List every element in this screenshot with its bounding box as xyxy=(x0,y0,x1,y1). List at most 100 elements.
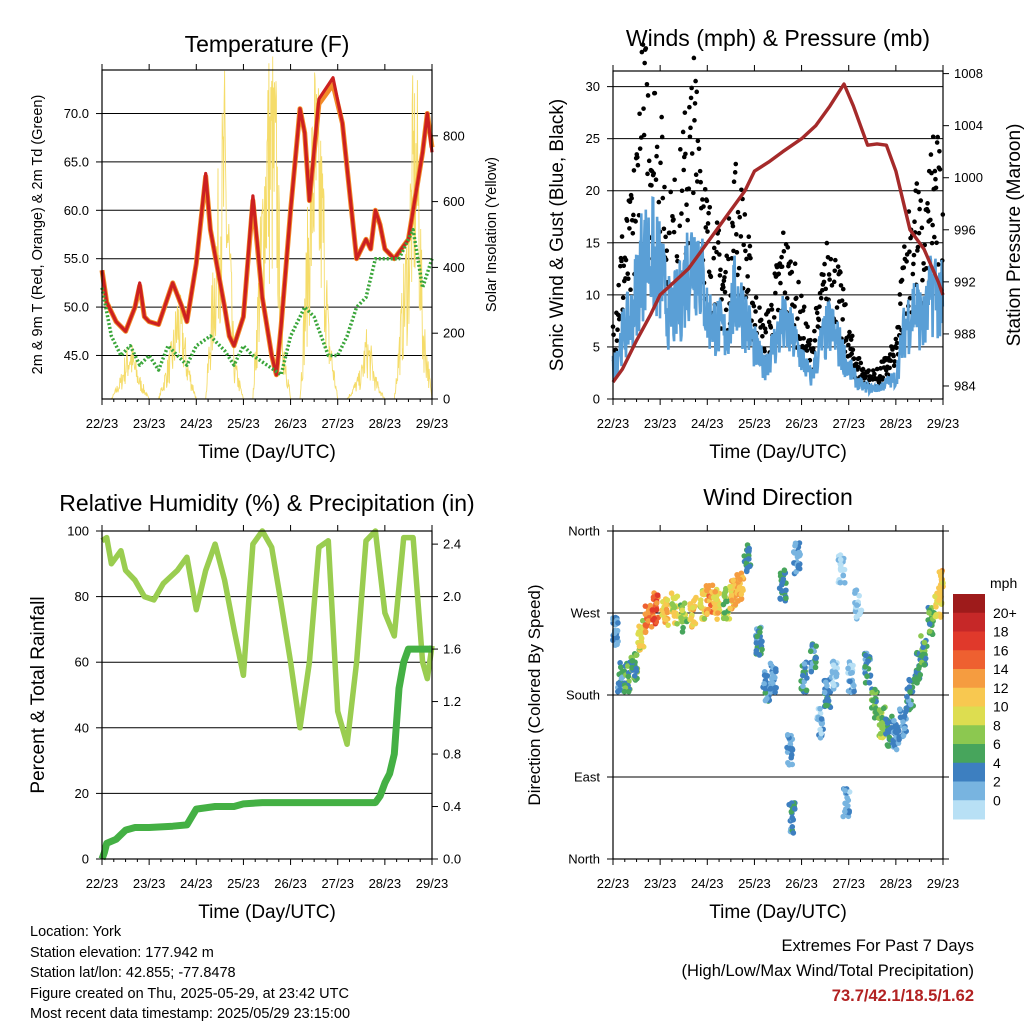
x-tick-label: 29/23 xyxy=(927,876,960,891)
x-tick-label: 26/23 xyxy=(274,416,307,431)
direction-point xyxy=(837,561,844,568)
colorbar-label: 18 xyxy=(993,624,1009,640)
gust-point xyxy=(618,263,623,269)
gust-point xyxy=(779,254,784,260)
gust-point xyxy=(850,347,856,353)
gust-point xyxy=(616,282,621,288)
gust-point xyxy=(771,315,777,320)
colorbar-label: 0 xyxy=(993,792,1001,808)
gust-point xyxy=(860,366,866,372)
direction-point xyxy=(712,588,719,595)
direction-point xyxy=(846,789,853,795)
gust-point xyxy=(789,269,795,275)
gust-point xyxy=(637,111,642,117)
gust-point xyxy=(628,287,633,293)
direction-point xyxy=(800,683,806,690)
direction-point xyxy=(625,673,632,680)
direction-point xyxy=(879,719,886,726)
gust-point xyxy=(866,368,872,373)
x-tick-label: 26/23 xyxy=(274,876,307,891)
direction-point xyxy=(847,678,853,685)
gust-point xyxy=(653,177,659,183)
gust-point xyxy=(614,338,620,343)
direction-point xyxy=(756,652,763,658)
direction-point xyxy=(664,597,671,603)
y-tick-label: 5 xyxy=(593,339,600,354)
direction-point xyxy=(653,606,660,613)
colorbar-swatch xyxy=(953,687,985,707)
direction-point xyxy=(741,553,748,559)
direction-point xyxy=(747,563,753,570)
direction-point xyxy=(727,605,733,612)
direction-point xyxy=(842,787,848,794)
gust-point xyxy=(679,211,684,216)
gust-point xyxy=(856,355,862,361)
y2-tick-label: 0.4 xyxy=(443,799,461,814)
direction-point xyxy=(818,716,825,722)
direction-point xyxy=(739,585,746,592)
gust-point xyxy=(694,89,700,95)
gust-point xyxy=(734,250,740,255)
gust-point xyxy=(846,333,852,339)
direction-point xyxy=(865,658,872,664)
gust-point xyxy=(649,183,654,188)
gust-point xyxy=(619,258,624,264)
direction-point xyxy=(781,567,788,574)
gust-point xyxy=(686,186,692,191)
direction-point xyxy=(617,660,623,666)
direction-point xyxy=(853,602,860,608)
direction-point xyxy=(663,616,669,623)
gust-point xyxy=(916,189,921,195)
gust-point xyxy=(849,351,855,357)
gust-point xyxy=(893,336,899,342)
speed-colorbar: mph 20+ 18 16 14 12 10 8 6 4 2 0 xyxy=(953,575,1017,820)
gust-point xyxy=(703,225,709,230)
gust-point xyxy=(800,343,805,349)
direction-point xyxy=(671,613,678,619)
gust-point xyxy=(912,219,917,225)
gust-point xyxy=(747,243,753,249)
y-tick-label: 70.0 xyxy=(64,106,89,121)
gust-point xyxy=(821,279,827,285)
gust-point xyxy=(781,249,787,254)
x-tick-label: 28/23 xyxy=(369,876,402,891)
gust-point xyxy=(872,371,877,377)
gust-point xyxy=(780,230,786,236)
y2-tick-label: 1.6 xyxy=(443,642,461,657)
direction-point xyxy=(926,621,933,627)
gust-point xyxy=(645,93,651,98)
direction-point xyxy=(813,643,819,649)
gust-point xyxy=(663,234,668,240)
direction-point xyxy=(654,592,661,599)
gust-point xyxy=(753,295,759,300)
direction-point xyxy=(699,591,706,597)
direction-point xyxy=(642,629,649,636)
gust-point xyxy=(839,298,845,303)
direction-point xyxy=(921,662,928,668)
direction-point xyxy=(767,660,774,667)
wind-speed-line xyxy=(611,196,945,398)
direction-point xyxy=(642,611,649,617)
gust-point xyxy=(737,214,743,220)
gust-point xyxy=(800,308,806,313)
direction-point xyxy=(916,676,922,683)
direction-point xyxy=(825,698,832,704)
gust-point xyxy=(921,261,926,266)
direction-point xyxy=(880,705,887,712)
gust-point xyxy=(717,252,722,257)
gust-point xyxy=(769,302,774,308)
gust-point xyxy=(792,304,797,309)
x-axis-label: Time (Day/UTC) xyxy=(709,442,847,463)
gust-point xyxy=(661,226,667,232)
direction-point xyxy=(832,669,839,675)
direction-point xyxy=(737,576,743,583)
y2-tick-label: 992 xyxy=(954,274,976,289)
gust-point xyxy=(721,284,726,290)
direction-point xyxy=(663,606,670,613)
gust-point xyxy=(929,240,935,246)
y-tick-label: 0 xyxy=(593,392,600,407)
gust-point xyxy=(639,49,645,55)
x-tick-label: 24/23 xyxy=(691,876,724,891)
gust-point xyxy=(894,340,900,346)
y2-tick-label: 200 xyxy=(443,326,465,341)
